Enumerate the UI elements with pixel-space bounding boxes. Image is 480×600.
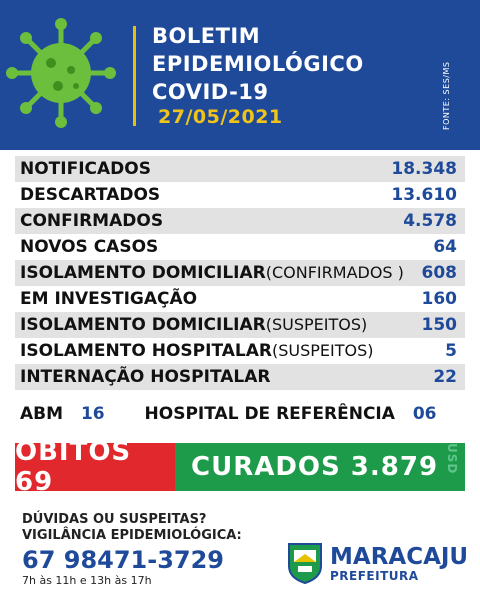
stat-row-internacao-hospitalar: INTERNAÇÃO HOSPITALAR 22 [15, 364, 465, 390]
stat-value: 160 [421, 289, 458, 309]
stat-label: NOTIFICADOS [20, 159, 151, 179]
stat-value: 608 [421, 263, 458, 283]
maracaju-crest-icon [288, 543, 322, 584]
stat-row-em-investigacao: EM INVESTIGAÇÃO 160 [15, 286, 465, 312]
contact-hours: 7h às 11h e 13h às 17h [22, 574, 152, 587]
stat-value: 4.578 [403, 211, 457, 231]
maracaju-brand: MARACAJU PREFEITURA [330, 545, 468, 583]
abm-label: ABM [20, 404, 64, 424]
stat-row-notificados: NOTIFICADOS 18.348 [15, 156, 465, 182]
stat-label: DESCARTADOS [20, 185, 161, 205]
contact-phone: 67 98471-3729 [22, 546, 225, 574]
obitos-banner: ÓBITOS 69 [15, 437, 175, 497]
title-divider [133, 26, 136, 126]
stat-value: 150 [421, 315, 458, 335]
bulletin-date: 27/05/2021 [158, 106, 283, 128]
stat-label: EM INVESTIGAÇÃO [20, 289, 198, 309]
curados-side-text: USD [445, 443, 459, 475]
virus-icon [6, 18, 116, 128]
stat-row-isolamento-domiciliar-suspeitos: ISOLAMENTO DOMICILIAR(SUSPEITOS) 150 [15, 312, 465, 338]
stat-value: 18.348 [391, 159, 457, 179]
stat-label: CONFIRMADOS [20, 211, 164, 231]
stat-value: 64 [433, 237, 457, 257]
stat-label: ISOLAMENTO DOMICILIAR(CONFIRMADOS ) [20, 263, 404, 283]
stat-label: INTERNAÇÃO HOSPITALAR [20, 367, 271, 387]
abm-line: ABM 16 HOSPITAL DE REFERÊNCIA 06 [20, 404, 437, 424]
stat-label: ISOLAMENTO DOMICILIAR(SUSPEITOS) [20, 315, 368, 335]
source-label: FONTE: SES/MS [442, 61, 451, 130]
contact-block: DÚVIDAS OU SUSPEITAS? VIGILÂNCIA EPIDEMI… [22, 512, 242, 588]
curados-text: CURADOS 3.879 [191, 452, 439, 482]
stat-label: NOVOS CASOS [20, 237, 159, 257]
stat-row-descartados: DESCARTADOS 13.610 [15, 182, 465, 208]
brand-subtitle: PREFEITURA [330, 569, 419, 583]
stat-row-confirmados: CONFIRMADOS 4.578 [15, 208, 465, 234]
title-line-2: EPIDEMIOLÓGICO [152, 52, 364, 76]
stat-row-isolamento-domiciliar-confirmados: ISOLAMENTO DOMICILIAR(CONFIRMADOS ) 608 [15, 260, 465, 286]
stat-row-isolamento-hospitalar-suspeitos: ISOLAMENTO HOSPITALAR(SUSPEITOS) 5 [15, 338, 465, 364]
contact-department: VIGILÂNCIA EPIDEMIOLÓGICA: [22, 528, 242, 543]
stat-value: 22 [433, 367, 457, 387]
hospital-referencia-label: HOSPITAL DE REFERÊNCIA [144, 404, 395, 424]
hospital-referencia-value: 06 [412, 404, 437, 424]
abm-value: 16 [80, 404, 105, 424]
curados-banner: CURADOS 3.879 USD [175, 443, 465, 491]
page-title: BOLETIM EPIDEMIOLÓGICO COVID-19 [152, 22, 364, 106]
stat-label: ISOLAMENTO HOSPITALAR(SUSPEITOS) [20, 341, 374, 361]
title-line-3: COVID-19 [152, 80, 269, 104]
stat-value: 13.610 [391, 185, 457, 205]
header-banner: BOLETIM EPIDEMIOLÓGICO COVID-19 27/05/20… [0, 0, 480, 150]
brand-name: MARACAJU [330, 544, 469, 570]
stats-table: NOTIFICADOS 18.348 DESCARTADOS 13.610 CO… [15, 156, 465, 390]
stat-row-novos-casos: NOVOS CASOS 64 [15, 234, 465, 260]
title-line-1: BOLETIM [152, 24, 261, 48]
stat-value: 5 [445, 341, 457, 361]
contact-question: DÚVIDAS OU SUSPEITAS? [22, 512, 207, 527]
